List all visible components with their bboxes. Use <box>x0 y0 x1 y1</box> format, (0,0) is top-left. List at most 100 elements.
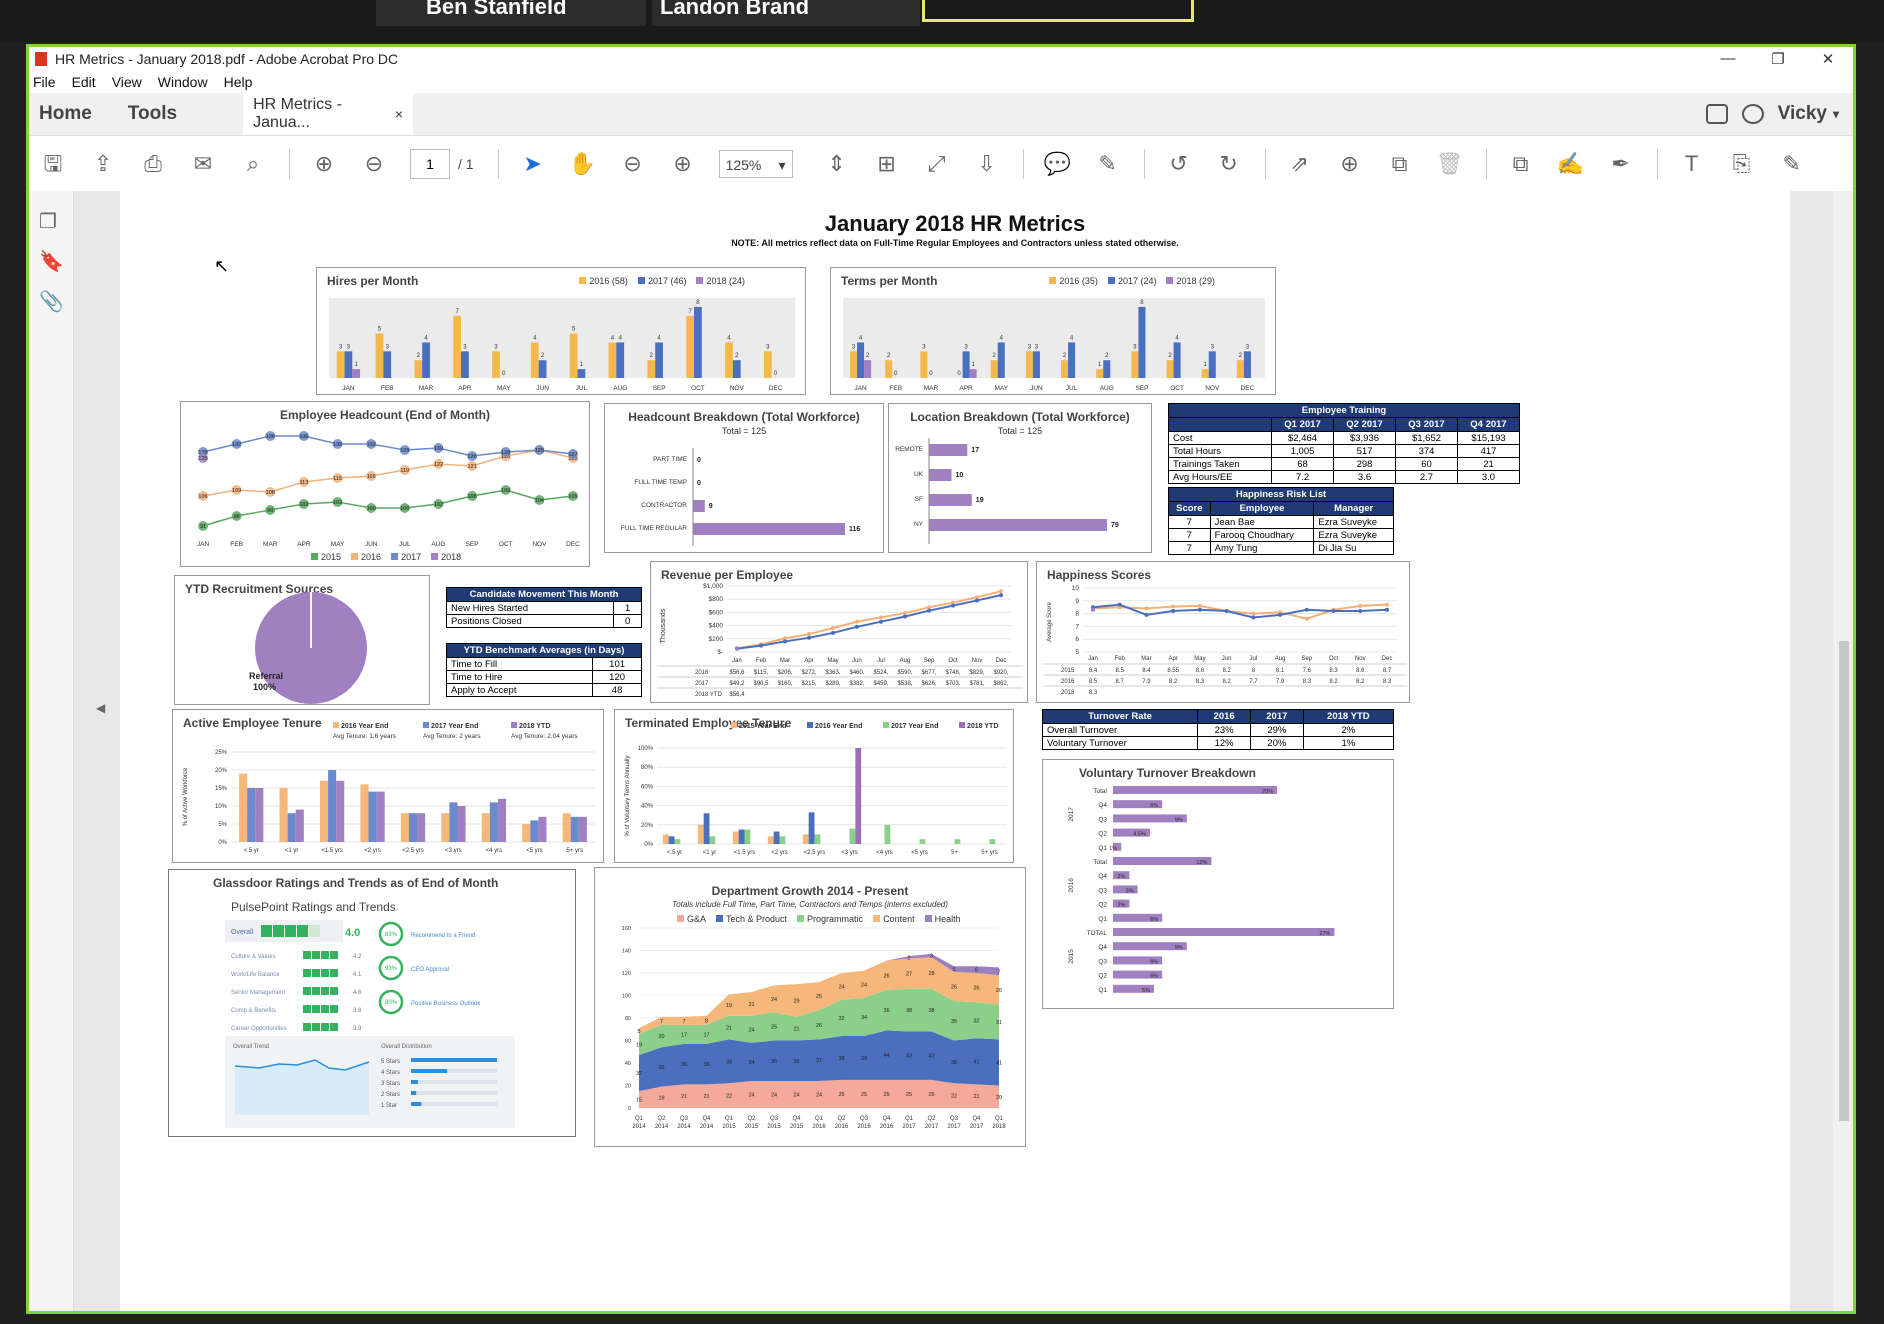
fit-page-icon[interactable]: ⇕ <box>827 151 846 176</box>
participant-tile[interactable]: Ben Stanfield <box>376 0 646 26</box>
page-down-icon[interactable]: ⊖ <box>364 151 384 176</box>
line-2016 <box>202 449 574 497</box>
zoom-in-icon[interactable]: ⊕ <box>673 151 692 176</box>
x-tick-label: <2.5 yrs <box>804 850 826 856</box>
bar-2017 Year End <box>368 791 377 842</box>
close-button[interactable]: ✕ <box>1821 51 1835 68</box>
participant-tile[interactable]: Landon Brand <box>652 0 920 26</box>
page-number-input[interactable] <box>410 149 450 179</box>
save-icon[interactable]: 🖫 <box>43 151 63 176</box>
point-2015 <box>1251 611 1256 616</box>
page-up-icon[interactable]: ⊕ <box>314 151 334 176</box>
chart-legend: 2016 (35) 2017 (24) 2018 (29) <box>1049 276 1215 286</box>
fit-width-icon[interactable]: ⊞ <box>877 151 896 176</box>
print-icon[interactable]: ⎙ <box>144 151 162 176</box>
stamp-icon[interactable]: ⎘ <box>1732 151 1751 176</box>
menu-edit[interactable]: Edit <box>71 74 96 90</box>
highlight-pen-icon[interactable]: ✎ <box>1098 151 1117 176</box>
bar-2016 <box>569 333 578 378</box>
menu-window[interactable]: Window <box>157 74 208 90</box>
menu-view[interactable]: View <box>111 74 142 90</box>
data-label: 1% <box>1109 846 1117 852</box>
legend-label: 2017 Year End <box>891 723 938 730</box>
zoom-out-icon[interactable]: ⊖ <box>623 151 642 176</box>
edit-pdf-icon[interactable]: ✍ <box>1556 151 1585 176</box>
comment-tool-icon[interactable]: 💬 <box>1043 151 1072 176</box>
rotate-right-icon[interactable]: ↻ <box>1219 151 1238 176</box>
create-pdf-icon[interactable]: ⊕ <box>1340 151 1359 176</box>
help-icon[interactable] <box>1741 104 1764 124</box>
collapse-left-panel-icon[interactable]: ◀ <box>96 701 106 715</box>
bookmark-icon[interactable]: 🔖 <box>39 251 64 273</box>
sign-icon[interactable]: ✒ <box>1611 151 1630 176</box>
legend-item: Health <box>924 914 961 924</box>
bar-2018 <box>969 369 977 378</box>
full-screen-icon[interactable]: ⤢ <box>927 151 946 176</box>
combine-files-icon[interactable]: ⧉ <box>1391 151 1408 176</box>
delete-icon[interactable]: 🗑 <box>1435 151 1464 176</box>
page-count: / 1 <box>458 156 474 172</box>
comment-icon[interactable] <box>1705 104 1728 124</box>
bar-2017 <box>538 360 547 378</box>
menu-help[interactable]: Help <box>223 74 253 90</box>
bar-2016 <box>1201 369 1209 378</box>
text-tool-icon[interactable]: T <box>1684 151 1699 176</box>
data-label: 3 <box>922 344 926 350</box>
hand-tool-icon[interactable]: ✋ <box>568 151 597 176</box>
search-icon[interactable]: ⌕ <box>246 151 260 176</box>
participant-tile-active[interactable] <box>922 0 1194 22</box>
bar-2017 Year End <box>919 839 926 844</box>
scroll-mode-icon[interactable]: ⇩ <box>977 151 996 176</box>
bar-2017 <box>422 342 430 378</box>
upload-icon[interactable]: ⇪ <box>93 151 113 176</box>
x-tick-label: JUN <box>536 385 549 392</box>
data-label: 22 <box>951 1094 957 1100</box>
point-2016 <box>298 477 309 487</box>
vertical-scrollbar[interactable] <box>1833 191 1853 1311</box>
point-2016 <box>366 471 377 481</box>
legend-item: Tech & Product <box>716 914 787 924</box>
point-2016 <box>265 487 276 497</box>
page-thumbnails-icon[interactable]: ❐ <box>39 211 57 233</box>
column-header: Feb <box>756 658 767 664</box>
rotate-left-icon[interactable]: ↺ <box>1169 151 1188 176</box>
bar <box>929 444 968 456</box>
table-cell: 8.4 <box>1142 668 1151 674</box>
distribution-bar <box>411 1058 497 1062</box>
column-header: Employee <box>1209 501 1315 516</box>
y-tick-label: $800 <box>709 596 724 603</box>
turnover-rate-table: Turnover Rate 2016 2017 2018 YTD Overall… <box>1041 709 1395 750</box>
data-label: 7 <box>997 969 1000 975</box>
data-label: 25 <box>928 1092 934 1098</box>
minimize-button[interactable]: — <box>1720 50 1736 67</box>
close-tab-icon[interactable]: × <box>394 106 404 122</box>
data-label: 3 <box>1246 344 1250 350</box>
menu-file[interactable]: File <box>33 74 56 90</box>
tab-document[interactable]: HR Metrics - Janua... × <box>243 93 414 135</box>
attachment-icon[interactable]: 📎 <box>39 291 64 313</box>
data-label: 0 <box>774 371 778 377</box>
point-2016 <box>807 632 811 637</box>
user-menu[interactable]: Vicky <box>1777 103 1827 124</box>
document-viewport[interactable]: January 2018 HR Metrics NOTE: All metric… <box>74 191 1834 1311</box>
maximize-button[interactable]: ❐ <box>1771 51 1785 68</box>
bar <box>1113 842 1122 851</box>
zoom-select[interactable]: 125% <box>718 150 793 179</box>
data-label: 96 <box>234 514 240 520</box>
select-cursor-icon[interactable]: ➤ <box>523 151 542 176</box>
scrollbar-thumb[interactable] <box>1839 641 1849 1121</box>
data-label: 36 <box>703 1062 709 1068</box>
tab-home[interactable]: Home <box>39 103 92 124</box>
point-2015 <box>1304 616 1309 621</box>
tab-tools[interactable]: Tools <box>127 103 178 124</box>
export-pdf-icon[interactable]: ⇗ <box>1290 151 1309 176</box>
fill-sign-icon[interactable]: ✎ <box>1782 151 1801 176</box>
chevron-down-icon[interactable]: ▾ <box>1832 107 1839 121</box>
organize-pages-icon[interactable]: ⧉ <box>1512 151 1529 176</box>
distribution-track <box>411 1091 497 1095</box>
data-label: 7 <box>660 1019 663 1025</box>
data-label: 3 <box>339 344 343 350</box>
email-icon[interactable]: ✉ <box>193 151 213 176</box>
column-header: Apr <box>804 658 813 664</box>
data-label: 128 <box>501 450 510 456</box>
